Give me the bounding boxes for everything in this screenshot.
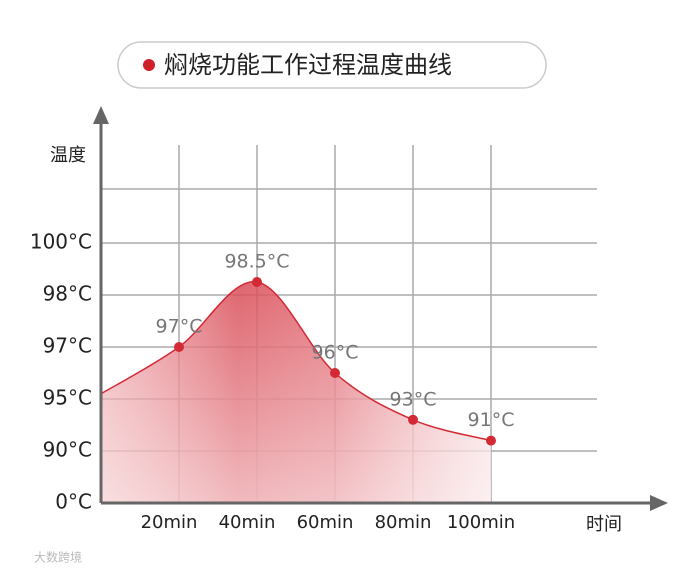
plot [100, 277, 496, 503]
y-tick-label: 0°C [55, 490, 92, 514]
x-axis-arrow [650, 495, 668, 511]
y-tick-label: 90°C [43, 438, 92, 462]
value-label: 98.5°C [224, 251, 289, 273]
axes [93, 106, 668, 511]
x-tick-label: 60min [297, 512, 354, 533]
point [330, 368, 340, 378]
title-dot [143, 59, 155, 71]
x-tick-label: 20min [141, 512, 198, 533]
area-fade [101, 281, 491, 503]
title-pill [117, 41, 547, 89]
y-tick-label: 95°C [43, 386, 92, 410]
y-axis-arrow [93, 106, 109, 124]
labels: 0°C 90°C 95°C 97°C 98°C 100°C 20min 40min 60min 8… [30, 230, 515, 534]
chart-title: 焖烧功能工作过程温度曲线 [164, 51, 452, 79]
y-tick-label: 98°C [43, 282, 92, 306]
point [174, 342, 184, 352]
value-label: 96°C [312, 342, 359, 364]
value-label: 93°C [390, 388, 437, 410]
x-tick-label: 100min [447, 512, 515, 533]
x-axis-label: 时间 [586, 514, 622, 535]
point [486, 435, 496, 446]
value-label: 91°C [468, 409, 515, 431]
point [408, 414, 418, 425]
watermark: 大数跨境 [34, 550, 82, 565]
y-tick-label: 97°C [43, 334, 92, 358]
value-label: 97°C [156, 316, 203, 338]
x-tick-label: 80min [375, 512, 432, 533]
point [252, 277, 262, 287]
y-axis-label: 温度 [50, 145, 86, 166]
y-tick-label: 100°C [30, 230, 92, 254]
x-tick-label: 40min [219, 512, 276, 533]
